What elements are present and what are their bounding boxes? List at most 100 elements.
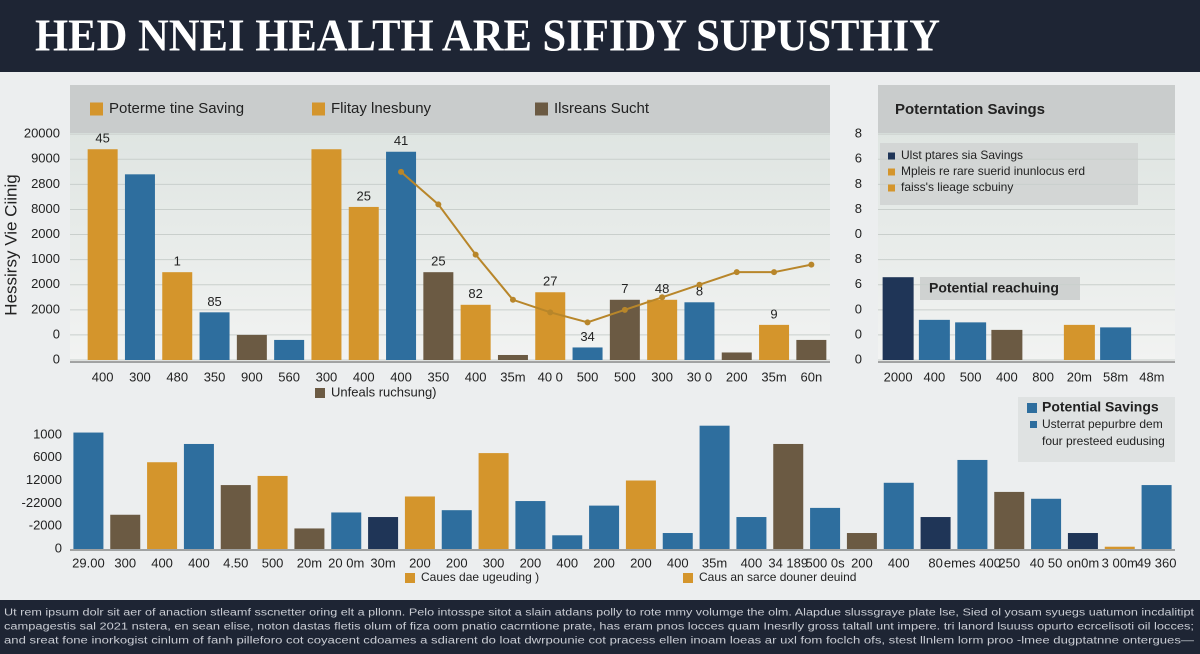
y-tick-label: 8 [855,251,862,266]
data-label: 8 [696,284,703,299]
bar [368,517,399,549]
bar [759,324,790,360]
line-marker [696,281,703,288]
x-tick-label: 400 [667,555,689,570]
bar [87,149,118,360]
legend-label: Unfeals ruchsung) [331,384,437,399]
data-label: 7 [621,281,628,296]
header-band [0,0,1200,72]
bar [918,319,950,360]
data-label: 45 [95,131,109,146]
y-tick-label: 12000 [26,472,62,487]
x-tick-label: 35m [761,369,786,384]
x-tick-label: 20m [1067,369,1092,384]
bar [73,432,104,549]
x-tick-label: 900 [241,369,263,384]
y-tick-label: 8 [855,126,862,141]
x-tick-label: 20m [297,555,322,570]
bar [957,459,988,549]
legend-swatch [1030,421,1037,428]
x-tick-label: 400 [556,555,578,570]
x-tick-label: 400 [888,555,910,570]
data-label: 41 [394,133,408,148]
legend-label: Mpleis re rare suerid inunlocus erd [901,164,1085,178]
bar [920,517,951,549]
y-tick-label: 20000 [24,126,60,141]
x-tick-label: 48m [1139,369,1164,384]
line-marker [547,309,554,316]
y-tick-label: 0 [855,301,862,316]
bar [625,480,656,549]
bar [1100,327,1132,360]
line-marker [733,269,740,276]
line-marker [808,261,815,268]
x-tick-label: 500 [577,369,599,384]
y-tick-label: 6 [855,151,862,166]
y-tick-label: 8 [855,176,862,191]
note-box [920,277,1080,300]
bar [441,510,472,549]
x-tick-label: 200 [593,555,615,570]
y-tick-label: 2000 [31,276,60,291]
footer-band [0,600,1200,654]
x-tick-label: 560 [278,369,300,384]
line-marker [509,296,516,303]
legend-swatch [888,152,895,160]
x-tick-label: 49 360 [1137,555,1177,570]
x-tick-label: 40 0 [538,369,563,384]
bar [773,443,804,549]
x-tick-label: 400 [996,369,1018,384]
data-label: 27 [543,274,557,289]
data-label: 25 [357,188,371,203]
x-tick-label: 29.00 [72,555,105,570]
y-tick-label: 2000 [31,226,60,241]
bar [991,329,1023,360]
y-tick-label: 0 [855,226,862,241]
x-tick-label: 400 [151,555,173,570]
legend-swatch [535,102,548,116]
x-tick-label: 35m [702,555,727,570]
x-tick-label: 3 00m [1102,555,1138,570]
x-tick-label: 500 [614,369,636,384]
legend-title: Potential Savings [1042,399,1159,415]
bar [460,304,491,360]
line-marker [584,319,591,326]
x-tick-label: 30 0 [687,369,712,384]
line-marker [771,269,778,276]
bar [386,151,417,360]
x-tick-label: 30m [370,555,395,570]
bar [183,443,214,549]
legend-label: Caus an sarce douner deuind [699,570,856,584]
line-marker [435,201,442,208]
bar [124,174,155,360]
line-marker [621,306,628,313]
x-tick-label: 400 [741,555,763,570]
bar [721,352,752,360]
legend-header [70,85,830,133]
line-marker [659,294,666,301]
bar [810,507,841,549]
x-tick-label: 40 50 [1030,555,1063,570]
x-tick-label: 58m [1103,369,1128,384]
legend-label: Caues dae ugeuding ) [421,570,539,584]
data-label: 25 [431,254,445,269]
bar [331,512,362,549]
y-tick-label: -22000 [22,495,62,510]
legend-swatch [90,102,103,116]
legend-label: faiss's lieage scbuiny [901,180,1013,194]
x-tick-label: on0m [1067,555,1100,570]
data-label: 9 [770,306,777,321]
bar [147,462,178,549]
page-title: HED NNEI HEALTH ARE SIFIDY SUPUSTHIY [35,10,940,61]
note: Potential reachuing [929,280,1059,296]
x-tick-label: 35m [500,369,525,384]
y-tick-label: 6000 [33,449,62,464]
data-label: 34 [580,329,594,344]
x-tick-label: 500 [960,369,982,384]
legend-swatch [1027,403,1037,413]
data-label: 1 [174,254,181,269]
x-tick-label: 300 [483,555,505,570]
legend-swatch [683,573,693,583]
x-tick-label: 400 [924,369,946,384]
